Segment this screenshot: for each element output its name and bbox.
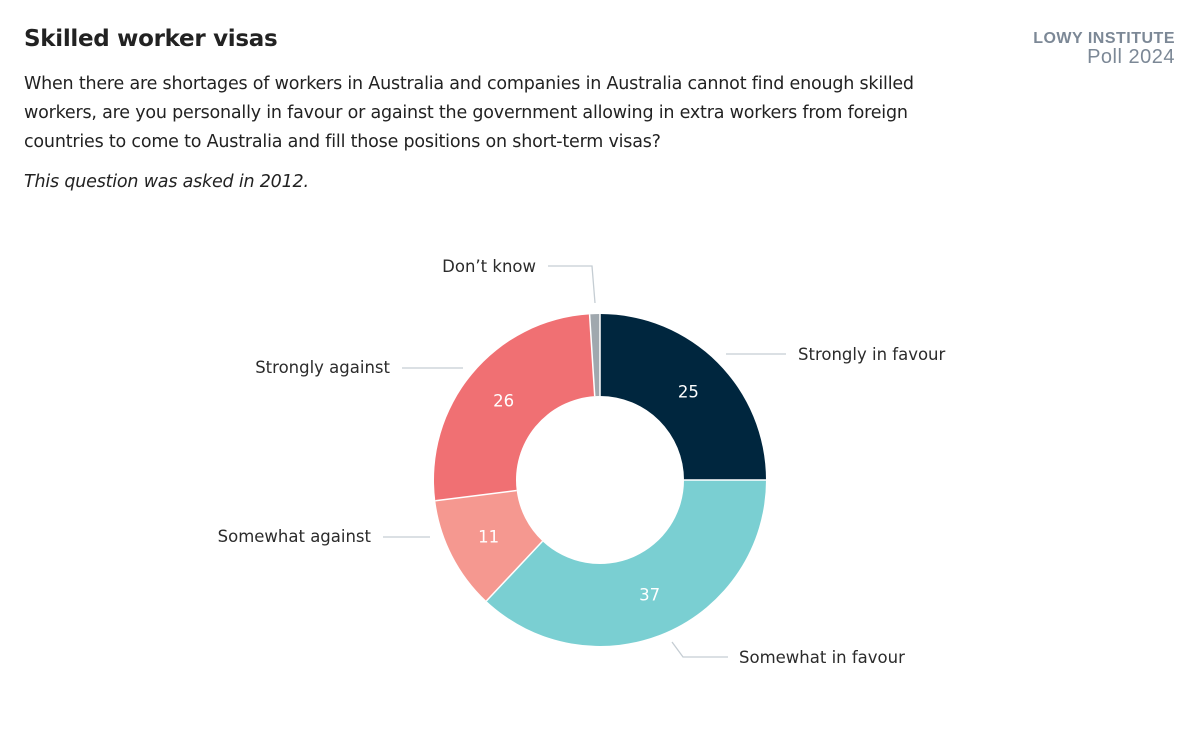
- donut-slice-somewhat-in-favour: [486, 480, 766, 646]
- category-label: Don’t know: [442, 257, 536, 276]
- leader-line: [671, 641, 728, 658]
- slice-separator: [588, 314, 596, 397]
- slice-separator: [435, 489, 517, 502]
- category-label: Somewhat in favour: [739, 648, 905, 667]
- lowy-institute-logo: LOWY INSTITUTE Poll 2024: [1033, 30, 1175, 67]
- donut-slice-strongly-against: [434, 314, 595, 501]
- category-label: Strongly against: [255, 358, 390, 377]
- value-label: 11: [478, 528, 499, 547]
- value-label: 26: [493, 391, 514, 410]
- survey-note: This question was asked in 2012.: [24, 172, 309, 192]
- leader-line: [548, 265, 596, 304]
- donut-slice-don-t-know: [589, 314, 600, 397]
- logo-line-1: LOWY INSTITUTE: [1033, 30, 1175, 47]
- donut-slice-somewhat-against: [435, 490, 543, 602]
- category-label: Somewhat against: [218, 527, 372, 546]
- slice-separator: [485, 540, 544, 602]
- chart-title: Skilled worker visas: [24, 26, 278, 52]
- logo-line-2: Poll 2024: [1087, 46, 1175, 68]
- category-label: Strongly in favour: [798, 345, 946, 364]
- donut-slice-strongly-in-favour: [600, 314, 766, 480]
- survey-question: When there are shortages of workers in A…: [24, 74, 914, 152]
- value-label: 25: [678, 383, 699, 402]
- value-label: 37: [639, 586, 660, 605]
